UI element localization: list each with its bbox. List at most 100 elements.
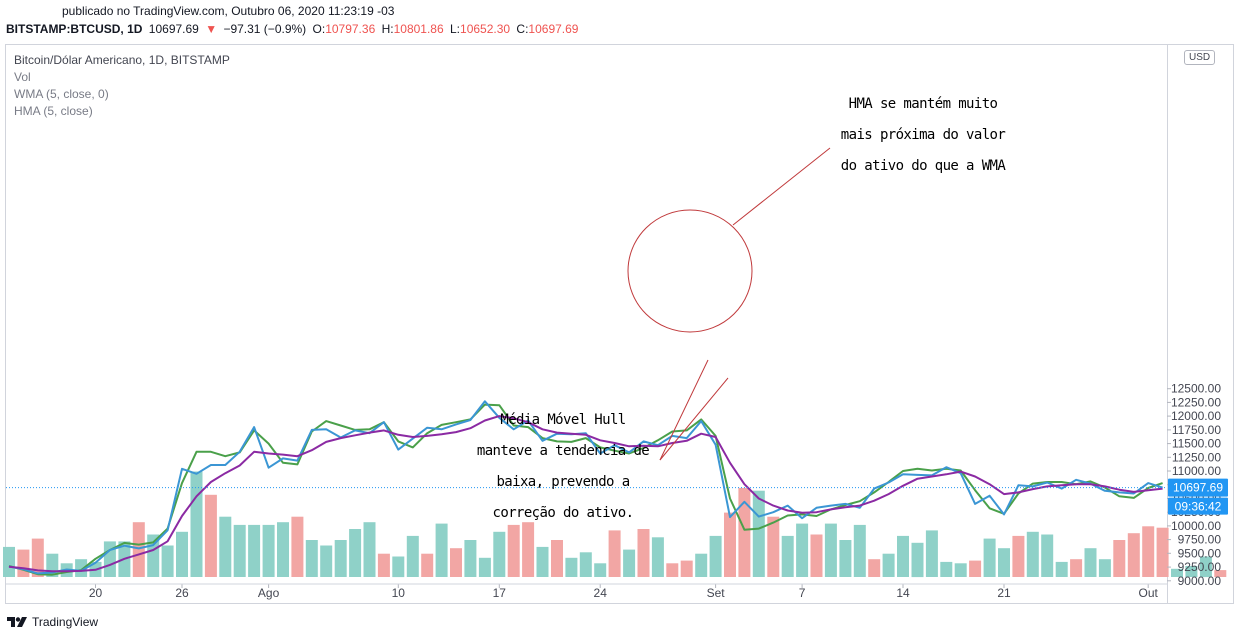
volume-bar[interactable] — [781, 535, 794, 577]
volume-bar[interactable] — [608, 530, 621, 577]
volume-bar[interactable] — [464, 540, 477, 577]
volume-bar[interactable] — [1142, 526, 1155, 577]
volume-bar[interactable] — [522, 522, 535, 577]
volume-bar[interactable] — [565, 557, 578, 577]
volume-bar[interactable] — [824, 523, 837, 577]
countdown-badge[interactable] — [1168, 497, 1228, 515]
volume-bar[interactable] — [1185, 566, 1198, 577]
volume-bar[interactable] — [1171, 568, 1183, 577]
volume-bar[interactable] — [1113, 540, 1126, 577]
volume-bar[interactable] — [17, 549, 30, 577]
volume-bar[interactable] — [651, 537, 664, 577]
volume-bar[interactable] — [291, 516, 304, 577]
volume-bar[interactable] — [363, 522, 376, 577]
close-label: C: — [516, 22, 529, 36]
volume-bar[interactable] — [709, 535, 722, 577]
last-price-badge[interactable] — [1168, 478, 1228, 497]
volume-bar[interactable] — [305, 540, 318, 577]
volume-bar[interactable] — [1070, 559, 1083, 577]
volume-bar[interactable] — [695, 553, 708, 577]
volume-bar[interactable] — [666, 563, 679, 577]
volume-bar[interactable] — [796, 523, 809, 577]
legend-title[interactable]: Bitcoin/Dólar Americano, 1D, BITSTAMP — [14, 53, 230, 67]
annotation-pointer-line[interactable] — [659, 377, 729, 461]
volume-bar[interactable] — [853, 524, 866, 577]
volume-bar[interactable] — [969, 560, 982, 577]
volume-bar[interactable] — [623, 549, 636, 577]
volume-bar[interactable] — [940, 561, 953, 577]
volume-bar[interactable] — [1199, 556, 1212, 578]
volume-bar[interactable] — [983, 538, 996, 577]
volume-bar[interactable] — [233, 524, 246, 577]
volume-bar[interactable] — [839, 540, 852, 577]
high-label: H: — [381, 22, 394, 36]
volume-bar[interactable] — [767, 516, 780, 577]
volume-bar[interactable] — [190, 471, 203, 578]
currency-button[interactable]: USD — [1184, 50, 1216, 65]
hma-line[interactable] — [8, 403, 1163, 576]
volume-bar[interactable] — [680, 560, 693, 577]
volume-bar[interactable] — [536, 546, 549, 577]
volume-bar[interactable] — [954, 563, 967, 577]
annotation-pointer-line[interactable] — [732, 147, 831, 226]
volume-bar[interactable] — [897, 535, 909, 577]
volume-bar[interactable] — [435, 523, 448, 577]
volume-bar[interactable] — [594, 563, 607, 577]
y-tick-label: 11750.00 — [1172, 423, 1221, 437]
volume-bar[interactable] — [334, 540, 347, 577]
volume-bar[interactable] — [911, 542, 924, 578]
legend-wma[interactable]: WMA (5, close, 0) — [14, 87, 109, 101]
volume-bar[interactable] — [738, 487, 751, 577]
legend-hma[interactable]: HMA (5, close) — [14, 104, 93, 118]
volume-bar[interactable] — [349, 529, 362, 577]
volume-bar[interactable] — [219, 516, 232, 577]
volume-bar[interactable] — [176, 531, 188, 577]
annotation-text-2: correção do ativo. — [493, 505, 634, 521]
volume-bar[interactable] — [1041, 534, 1054, 578]
volume-bar[interactable] — [478, 557, 491, 577]
volume-bar[interactable] — [161, 545, 174, 578]
price-line[interactable] — [8, 400, 1163, 575]
volume-bar[interactable] — [204, 494, 217, 577]
volume-bar[interactable] — [551, 540, 563, 577]
volume-bar[interactable] — [320, 545, 333, 578]
volume-bar[interactable] — [1098, 559, 1111, 577]
volume-bar[interactable] — [724, 512, 736, 577]
symbol-label[interactable]: BITSTAMP:BTCUSD, 1D — [6, 22, 143, 36]
volume-bar[interactable] — [277, 522, 289, 577]
volume-bar[interactable] — [392, 556, 405, 578]
volume-bar[interactable] — [31, 538, 44, 577]
volume-bar[interactable] — [1026, 531, 1039, 577]
volume-bar[interactable] — [1156, 527, 1169, 577]
volume-bar[interactable] — [248, 524, 261, 577]
volume-bar[interactable] — [3, 546, 15, 577]
volume-bar[interactable] — [810, 534, 823, 578]
volume-bar[interactable] — [1055, 561, 1068, 577]
highlight-circle[interactable] — [627, 209, 753, 333]
volume-bar[interactable] — [1012, 535, 1025, 577]
wma-line[interactable] — [8, 415, 1163, 573]
volume-bar[interactable] — [1084, 548, 1097, 577]
volume-bar[interactable] — [75, 559, 88, 577]
volume-bar[interactable] — [450, 548, 462, 577]
volume-bar[interactable] — [998, 548, 1010, 577]
volume-bar[interactable] — [925, 530, 938, 577]
volume-bar[interactable] — [1214, 570, 1227, 577]
volume-bar[interactable] — [882, 553, 895, 577]
volume-bar[interactable] — [579, 552, 592, 577]
volume-bar[interactable] — [103, 541, 116, 577]
volume-bar[interactable] — [1127, 533, 1140, 577]
volume-bar[interactable] — [421, 553, 434, 577]
volume-bar[interactable] — [752, 490, 765, 577]
volume-bar[interactable] — [507, 524, 520, 577]
volume-bar[interactable] — [637, 529, 650, 577]
annotation-pointer-line[interactable] — [659, 359, 709, 461]
legend-vol[interactable]: Vol — [14, 70, 31, 84]
volume-bar[interactable] — [262, 524, 275, 577]
volume-bar[interactable] — [868, 559, 881, 577]
volume-bar[interactable] — [406, 535, 419, 577]
volume-bar[interactable] — [377, 553, 390, 577]
volume-bar[interactable] — [493, 531, 506, 577]
volume-bar[interactable] — [132, 522, 145, 577]
